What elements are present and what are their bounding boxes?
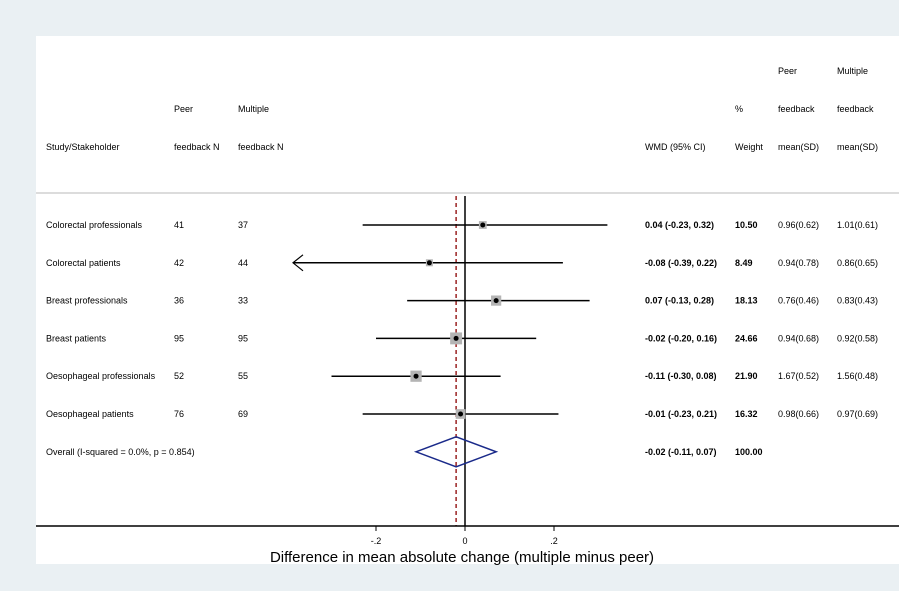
row-peer-mean: 0.94(0.68) [778, 333, 819, 343]
row-multiple-n: 44 [238, 258, 248, 268]
column-header-multiple_mean: feedback [837, 104, 874, 114]
row-peer-n: 76 [174, 409, 184, 419]
row-weight: 16.32 [735, 409, 758, 419]
column-header-study: Study/Stakeholder [46, 142, 120, 152]
row-weight: 10.50 [735, 220, 758, 230]
point-estimate [458, 411, 464, 417]
column-header-weight: % [735, 104, 743, 114]
x-axis-label: Difference in mean absolute change (mult… [270, 549, 654, 566]
overall-wmd: -0.02 (-0.11, 0.07) [645, 447, 717, 457]
column-header-peer_n: feedback N [174, 142, 220, 152]
row-peer-mean: 0.76(0.46) [778, 296, 819, 306]
row-peer-mean: 0.94(0.78) [778, 258, 819, 268]
row-multiple-mean: 1.56(0.48) [837, 371, 878, 381]
x-tick-label: 0 [462, 536, 467, 546]
row-multiple-n: 95 [238, 333, 248, 343]
row-wmd: 0.07 (-0.13, 0.28) [645, 296, 714, 306]
row-multiple-n: 55 [238, 371, 248, 381]
row-multiple-n: 69 [238, 409, 248, 419]
row-wmd: 0.04 (-0.23, 0.32) [645, 220, 714, 230]
row-label: Colorectal professionals [46, 220, 143, 230]
column-header-peer_mean: mean(SD) [778, 142, 819, 152]
row-multiple-mean: 1.01(0.61) [837, 220, 878, 230]
point-estimate [413, 373, 419, 379]
row-weight: 21.90 [735, 371, 758, 381]
point-estimate [493, 298, 499, 304]
row-peer-n: 41 [174, 220, 184, 230]
row-multiple-n: 33 [238, 296, 248, 306]
row-weight: 24.66 [735, 333, 758, 343]
point-estimate [426, 260, 432, 266]
overall-weight: 100.00 [735, 447, 763, 457]
column-header-peer_mean: Peer [778, 66, 797, 76]
row-weight: 8.49 [735, 258, 753, 268]
column-header-multiple_n: feedback N [238, 142, 284, 152]
column-header-peer_mean: feedback [778, 104, 815, 114]
row-peer-n: 95 [174, 333, 184, 343]
column-header-peer_n: Peer [174, 104, 193, 114]
row-label: Breast patients [46, 333, 107, 343]
row-peer-n: 36 [174, 296, 184, 306]
column-header-multiple_mean: Multiple [837, 66, 868, 76]
row-peer-n: 42 [174, 258, 184, 268]
row-peer-n: 52 [174, 371, 184, 381]
row-multiple-mean: 0.92(0.58) [837, 333, 878, 343]
point-estimate [480, 222, 486, 228]
column-header-multiple_n: Multiple [238, 104, 269, 114]
column-header-multiple_mean: mean(SD) [837, 142, 878, 152]
column-header-weight: Weight [735, 142, 763, 152]
row-label: Oesophageal professionals [46, 371, 156, 381]
row-wmd: -0.08 (-0.39, 0.22) [645, 258, 717, 268]
row-wmd: -0.11 (-0.30, 0.08) [645, 371, 717, 381]
row-label: Colorectal patients [46, 258, 121, 268]
row-label: Breast professionals [46, 296, 128, 306]
row-multiple-mean: 0.97(0.69) [837, 409, 878, 419]
row-weight: 18.13 [735, 296, 758, 306]
row-label: Oesophageal patients [46, 409, 134, 419]
row-multiple-n: 37 [238, 220, 248, 230]
point-estimate [453, 335, 459, 341]
overall-diamond [413, 435, 499, 468]
row-multiple-mean: 0.83(0.43) [837, 296, 878, 306]
column-header-wmd: WMD (95% CI) [645, 142, 706, 152]
row-multiple-mean: 0.86(0.65) [837, 258, 878, 268]
row-peer-mean: 0.96(0.62) [778, 220, 819, 230]
row-peer-mean: 1.67(0.52) [778, 371, 819, 381]
row-wmd: -0.01 (-0.23, 0.21) [645, 409, 717, 419]
x-tick-label: -.2 [371, 536, 382, 546]
x-tick-label: .2 [550, 536, 558, 546]
row-peer-mean: 0.98(0.66) [778, 409, 819, 419]
overall-label: Overall (I-squared = 0.0%, p = 0.854) [46, 447, 195, 457]
row-wmd: -0.02 (-0.20, 0.16) [645, 333, 717, 343]
